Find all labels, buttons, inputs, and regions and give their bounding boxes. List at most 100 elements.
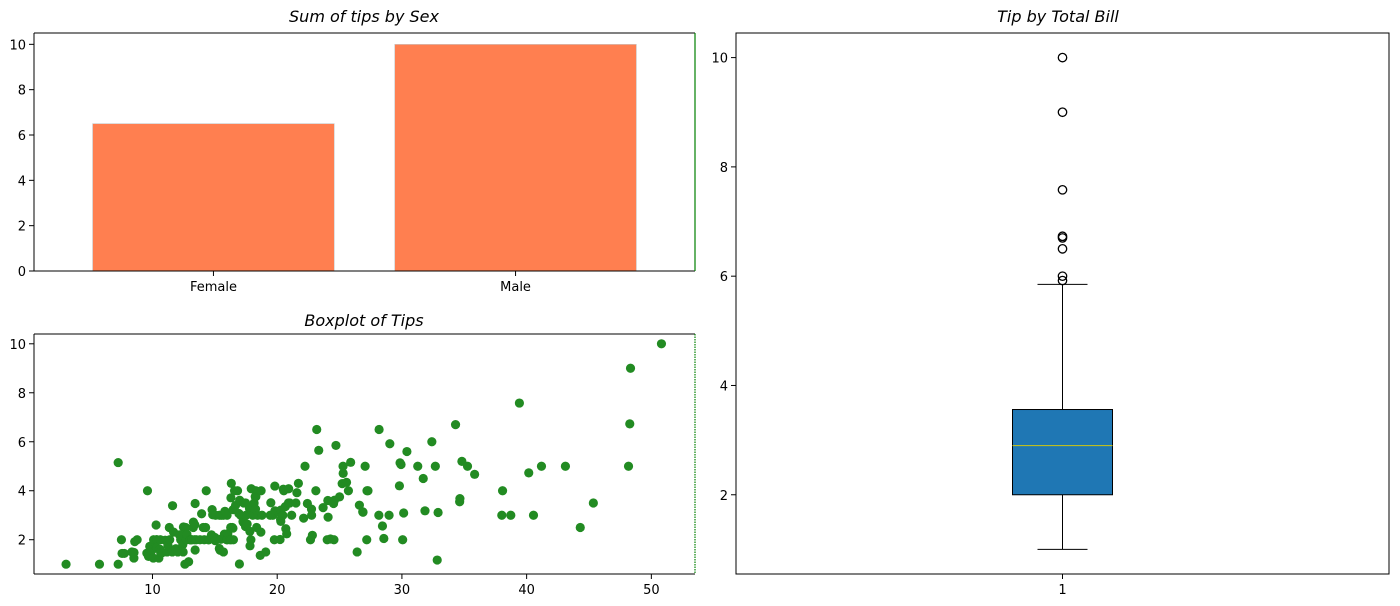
scatter-point (113, 559, 123, 569)
scatter-point (284, 484, 294, 494)
bar-chart-panel: Sum of tips by Sex 0 2 4 6 8 10 Female Male (9, 7, 696, 295)
scatter-point (312, 424, 322, 435)
scatter-point (470, 469, 480, 479)
scatter-point (413, 461, 423, 471)
scatter-point (119, 548, 129, 559)
scatter-point (656, 339, 667, 349)
scatter-point (165, 535, 175, 545)
scatter-point (61, 559, 71, 569)
scatter-chart-y-tick-label: 6 (18, 436, 26, 451)
scatter-point (323, 512, 333, 522)
scatter-point (116, 535, 127, 545)
scatter-point (234, 559, 245, 569)
scatter-chart-y-tick-label: 8 (18, 387, 26, 402)
scatter-point (343, 486, 354, 496)
scatter-point (433, 507, 443, 518)
scatter-point (497, 510, 507, 520)
box-plot-title: Tip by Total Bill (997, 7, 1119, 26)
scatter-point (292, 488, 302, 498)
scatter-chart-y-tick-label: 2 (18, 534, 26, 549)
scatter-point (358, 507, 368, 517)
bar-chart-x-tick-label: Female (190, 280, 237, 295)
scatter-point (455, 493, 465, 504)
scatter-point (338, 461, 348, 471)
scatter-point (242, 519, 252, 529)
box-plot-y-tick-label: 2 (720, 489, 728, 504)
scatter-point (201, 522, 211, 533)
scatter-point (427, 437, 437, 447)
scatter-chart-y-tick-label: 4 (18, 485, 26, 500)
scatter-chart-panel: Boxplot of Tips 2 4 6 8 10 10 20 30 40 50 (9, 311, 696, 598)
scatter-point (300, 461, 310, 471)
scatter-point (497, 486, 508, 496)
box-outlier (1057, 107, 1068, 118)
scatter-point (374, 424, 384, 435)
box-plot-y-tick-label: 8 (720, 161, 728, 176)
scatter-point (374, 510, 384, 520)
scatter-point (329, 535, 339, 545)
bar-chart-y-tick-label: 10 (9, 38, 26, 53)
scatter-point (291, 498, 301, 508)
scatter-chart-y-tick-label: 10 (9, 338, 26, 353)
scatter-point (190, 545, 200, 555)
scatter-point (377, 521, 388, 531)
scatter-point (360, 461, 370, 471)
scatter-point (142, 486, 153, 496)
box-plot-y-tick-label: 6 (720, 270, 728, 285)
scatter-point (384, 510, 394, 520)
scatter-point (190, 498, 200, 509)
scatter-chart-x-tick-label: 30 (394, 583, 411, 598)
scatter-point (362, 535, 372, 545)
bar-chart-title: Sum of tips by Sex (289, 7, 439, 26)
scatter-point (430, 461, 440, 471)
box-outlier (1057, 231, 1068, 242)
scatter-point (226, 478, 236, 488)
scatter-point (151, 520, 161, 530)
box-plot-panel: Tip by Total Bill 2 4 6 8 10 1 (711, 7, 1390, 598)
scatter-point (528, 510, 539, 520)
scatter-point (246, 535, 256, 545)
box-outlier (1057, 275, 1068, 286)
box-plot-y-tick-label: 4 (720, 379, 728, 394)
scatter-point (588, 498, 598, 508)
scatter-point (338, 468, 348, 478)
scatter-point (222, 510, 232, 520)
bar-chart-x-tick-label: Male (500, 280, 531, 295)
scatter-point (398, 535, 408, 545)
scatter-point (560, 461, 571, 471)
scatter-point (299, 513, 309, 523)
scatter-point (396, 459, 406, 470)
scatter-point (256, 486, 266, 496)
scatter-point (251, 492, 261, 502)
scatter-point (190, 520, 200, 530)
scatter-point (331, 440, 341, 451)
box-plot-y-axis: 2 4 6 8 10 (711, 52, 736, 504)
scatter-point (334, 492, 345, 502)
scatter-point (307, 510, 317, 520)
scatter-point (399, 508, 409, 518)
box-iqr (1012, 409, 1113, 496)
scatter-point (363, 486, 373, 496)
scatter-point (132, 535, 142, 545)
bar-chart-y-tick-label: 6 (18, 129, 26, 144)
bar-female (92, 123, 335, 272)
bar-chart-x-axis: Female Male (190, 271, 531, 295)
scatter-chart-x-tick-label: 50 (643, 583, 660, 598)
scatter-point (352, 547, 362, 557)
scatter-point (524, 468, 534, 478)
scatter-point (228, 523, 238, 533)
scatter-point (257, 510, 267, 520)
scatter-point (394, 481, 405, 491)
scatter-point (197, 509, 207, 519)
box-outlier (1057, 244, 1068, 254)
scatter-point (379, 533, 389, 544)
scatter-point (314, 445, 324, 455)
scatter-point (450, 420, 461, 430)
scatter-point (462, 461, 473, 471)
scatter-point (420, 506, 430, 516)
box-plot-marks (1012, 52, 1113, 550)
scatter-point (167, 501, 178, 511)
scatter-chart-x-tick-label: 10 (144, 583, 161, 598)
scatter-point (625, 419, 635, 429)
